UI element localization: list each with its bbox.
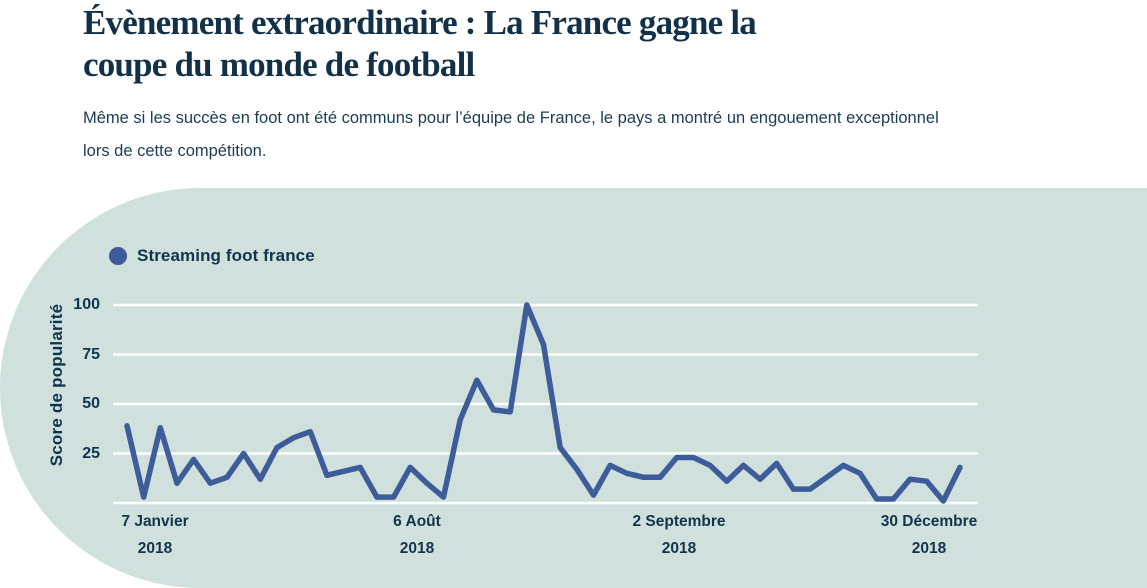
legend-label: Streaming foot france (137, 246, 315, 265)
chart-legend: Streaming foot france (109, 246, 315, 266)
y-tick-label: 75 (82, 345, 100, 363)
x-tick-date: 7 Janvier (121, 513, 189, 530)
x-tick-label: 30 Décembre 2018 (881, 508, 978, 562)
x-tick-label: 2 Septembre 2018 (632, 508, 725, 562)
y-tick-label: 100 (73, 296, 100, 313)
trend-line (124, 302, 963, 504)
x-tick-label: 6 Août 2018 (393, 508, 441, 562)
page-title-line1: Évènement extraordinaire : La France gag… (83, 3, 757, 42)
plot-area (105, 295, 985, 510)
page-subtitle: Même si les succès en foot ont été commu… (83, 102, 1003, 168)
x-tick-date: 30 Décembre (880, 513, 978, 530)
y-tick-label: 25 (82, 444, 100, 462)
x-tick-date: 2 Septembre (632, 513, 726, 530)
x-tick-label: 7 Janvier 2018 (121, 508, 188, 562)
x-tick-year: 2018 (137, 540, 173, 557)
x-tick-year: 2018 (661, 540, 697, 557)
x-tick-year: 2018 (399, 540, 435, 557)
y-axis-title: Score de popularité (47, 303, 66, 467)
line-chart (113, 302, 978, 505)
legend-dot-icon (109, 247, 127, 265)
y-tick-label: 50 (82, 395, 100, 412)
page-subtitle-line2: lors de cette compétition. (83, 142, 267, 160)
x-tick-date: 6 Août (393, 513, 441, 530)
chart-panel (0, 188, 1147, 588)
x-tick-year: 2018 (911, 540, 947, 557)
page-title: Évènement extraordinaire : La France gag… (83, 2, 1003, 86)
header: Évènement extraordinaire : La France gag… (83, 2, 1003, 168)
page-title-line2: coupe du monde de football (83, 45, 475, 84)
page-subtitle-line1: Même si les succès en foot ont été commu… (83, 109, 939, 127)
